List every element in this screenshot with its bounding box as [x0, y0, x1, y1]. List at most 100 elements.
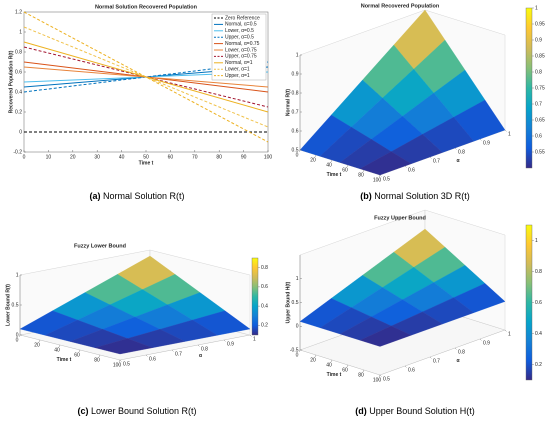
- x-tick-label: 60: [342, 167, 348, 173]
- y-tick-label: -0.2: [13, 149, 22, 155]
- y-tick-label: 0.6: [149, 356, 156, 362]
- caption: (b) Normal Solution 3D R(t): [360, 191, 470, 201]
- x-tick: [362, 169, 365, 173]
- y-tick-label: 0.9: [483, 140, 490, 146]
- colorbar: [525, 7, 533, 169]
- y-tick: [429, 156, 432, 159]
- y-tick: [479, 138, 482, 141]
- surface-cell: [94, 338, 154, 355]
- x-tick-label: 100: [113, 362, 122, 368]
- x-tick-label: 80: [216, 154, 222, 160]
- surface-cell: [359, 151, 412, 176]
- y-tick-label: 0.7: [433, 358, 440, 364]
- x-tick: [330, 359, 333, 363]
- x-tick-label: 40: [119, 154, 125, 160]
- z-tick-label: 0: [296, 324, 299, 330]
- colorbar: [525, 224, 533, 381]
- y-tick-label: 0.5: [383, 376, 390, 382]
- legend-label: Normal, α=1: [225, 60, 253, 66]
- x-tick-label: 40: [326, 162, 332, 168]
- y-tick-label: 0: [19, 129, 22, 135]
- y-tick-label: 1: [253, 336, 256, 342]
- y-axis-label: α: [457, 358, 461, 364]
- x-tick-label: 20: [70, 154, 76, 160]
- colorbar-tick-label: 0.6: [535, 133, 542, 139]
- legend-label: Upper, α=0.5: [225, 35, 254, 41]
- colorbar-tick-label: 0.75: [535, 85, 545, 91]
- x-tick-label: 60: [74, 352, 80, 358]
- x-tick-label: 0: [23, 154, 26, 160]
- caption-text: Normal Solution R(t): [103, 191, 185, 201]
- z-tick-label: 0.5: [292, 300, 299, 306]
- colorbar-tick-label: 0.9: [535, 37, 542, 43]
- colorbar-tick-label: 0.2: [535, 362, 542, 368]
- x-tick-label: 90: [241, 154, 247, 160]
- colorbar-tick-label: 0.8: [535, 269, 542, 275]
- x-tick-label: 60: [342, 367, 348, 373]
- caption-label: (d): [355, 406, 367, 416]
- z-tick-label: 0: [16, 332, 19, 338]
- colorbar-tick-label: 1: [535, 238, 538, 244]
- line: [23, 11, 269, 143]
- colorbar-tick-label: 0.7: [535, 101, 542, 107]
- colorbar-tick-label: 0.4: [261, 303, 268, 309]
- legend-label: Normal, α=0.75: [225, 41, 260, 47]
- y-axis-label: α: [199, 353, 203, 359]
- x-axis-label: Time t: [327, 172, 342, 178]
- legend-label: Lower, α=0.5: [225, 28, 254, 34]
- y-tick: [223, 339, 226, 342]
- x-tick: [314, 354, 317, 358]
- caption: (a) Normal Solution R(t): [89, 191, 184, 201]
- colorbar-tick-label: 0.95: [535, 21, 545, 27]
- x-tick-label: 80: [94, 357, 100, 363]
- x-tick: [378, 174, 381, 178]
- x-tick: [346, 164, 349, 168]
- y-tick-label: 1: [508, 131, 511, 137]
- x-tick: [346, 364, 349, 368]
- y-tick: [197, 344, 200, 347]
- y-tick-label: 0.8: [458, 149, 465, 155]
- x-tick: [58, 344, 61, 348]
- colorbar-tick-label: 0.2: [261, 323, 268, 329]
- y-tick: [379, 174, 382, 177]
- x-tick-label: 10: [46, 154, 52, 160]
- x-tick: [362, 369, 365, 373]
- legend-label: Zero Reference: [225, 15, 260, 21]
- x-axis-label: Time t: [327, 372, 342, 378]
- x-tick: [314, 154, 317, 158]
- legend-label: Upper, α=1: [225, 73, 250, 79]
- legend-label: Upper, α=0.75: [225, 54, 257, 60]
- x-tick-label: 30: [94, 154, 100, 160]
- x-tick-label: 60: [168, 154, 174, 160]
- x-tick: [18, 334, 21, 338]
- x-tick-label: 70: [192, 154, 198, 160]
- x-tick-label: 50: [143, 154, 149, 160]
- z-axis-label: Normal R(t): [285, 89, 291, 117]
- y-tick-label: 0.8: [201, 346, 208, 352]
- y-tick-label: 1: [508, 331, 511, 337]
- y-tick-label: 0.4: [15, 89, 22, 95]
- x-tick: [38, 339, 41, 343]
- y-tick-label: 0.8: [458, 349, 465, 355]
- colorbar-tick-label: 1: [535, 5, 538, 11]
- y-tick: [504, 329, 507, 332]
- y-axis-label: Recovered Population R(t): [8, 50, 14, 113]
- y-tick: [454, 147, 457, 150]
- colorbar-tick-label: 0.55: [535, 149, 545, 155]
- x-tick-label: 0: [296, 352, 299, 358]
- x-tick-label: 20: [34, 342, 40, 348]
- x-tick: [298, 349, 301, 353]
- y-tick-label: 0.5: [383, 176, 390, 182]
- x-tick: [330, 159, 333, 163]
- z-tick-label: 1: [296, 276, 299, 282]
- y-tick: [404, 365, 407, 368]
- chart-title: Fuzzy Upper Bound: [374, 215, 426, 221]
- y-tick-label: 0.5: [123, 361, 130, 367]
- colorbar: [251, 257, 259, 336]
- caption: (c) Lower Bound Solution R(t): [77, 406, 196, 416]
- z-tick-label: 0.7: [292, 109, 299, 115]
- x-tick-label: 0: [16, 337, 19, 343]
- z-tick-label: 1: [296, 52, 299, 58]
- caption: (d) Upper Bound Solution H(t): [355, 406, 475, 416]
- colorbar-tick-label: 0.6: [261, 284, 268, 290]
